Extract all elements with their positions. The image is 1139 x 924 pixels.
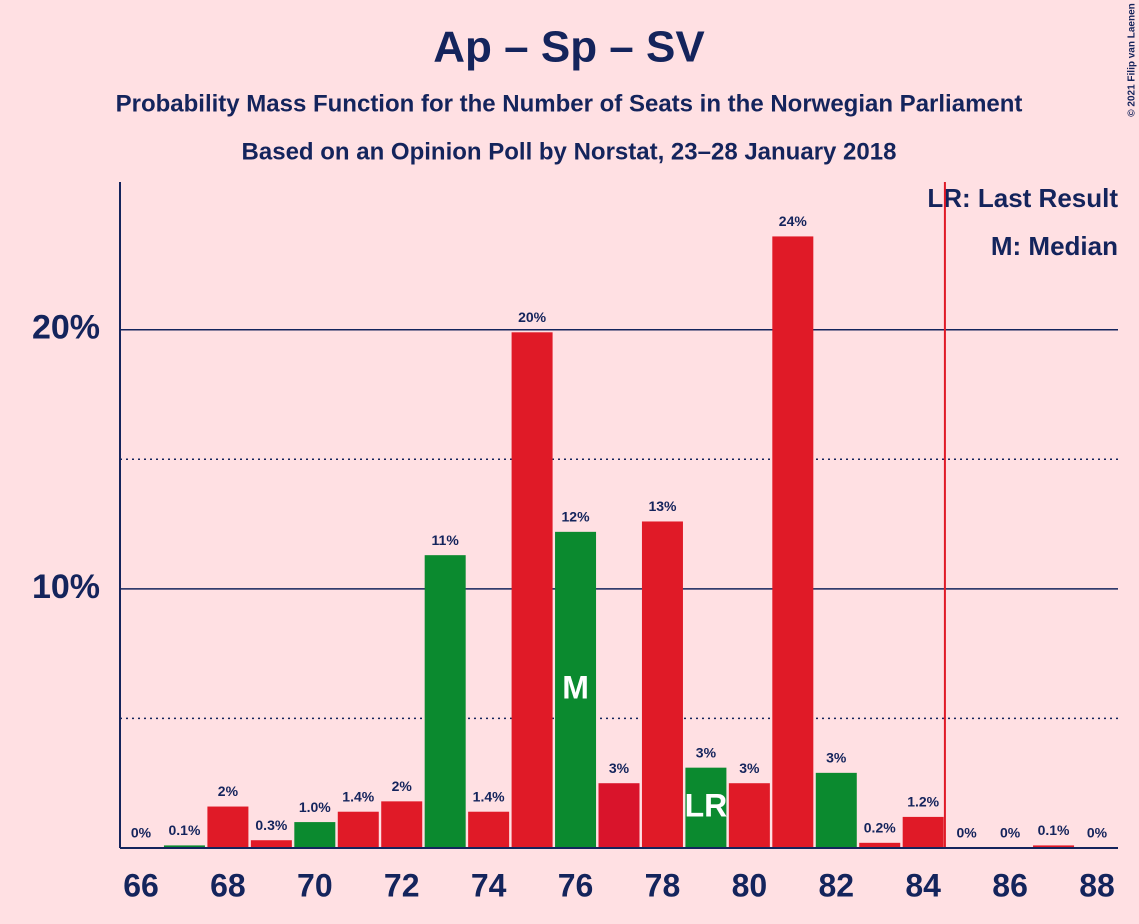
bar: [250, 840, 292, 848]
value-label: 24%: [779, 213, 808, 229]
chart-subtitle: Based on an Opinion Poll by Norstat, 23–…: [242, 138, 897, 165]
x-tick-label: 68: [210, 867, 246, 903]
bar: [815, 772, 857, 848]
value-label: 3%: [739, 760, 760, 776]
value-label: 0%: [1000, 825, 1021, 841]
x-tick-label: 66: [123, 867, 159, 903]
x-tick-label: 84: [905, 867, 941, 903]
x-tick-label: 86: [992, 867, 1028, 903]
x-tick-label: 80: [732, 867, 768, 903]
bar: [294, 822, 336, 848]
x-tick-label: 74: [471, 867, 507, 903]
chart-title: Ap – Sp – SV: [433, 23, 705, 72]
credit: © 2021 Filip van Laenen: [1127, 3, 1138, 117]
chart-subtitle: Probability Mass Function for the Number…: [116, 90, 1023, 117]
value-label: 20%: [518, 309, 547, 325]
value-label: 0.3%: [255, 817, 287, 833]
value-label: 11%: [432, 532, 460, 548]
bar: [337, 811, 379, 848]
value-label: 1.4%: [473, 788, 505, 804]
value-label: 3%: [696, 744, 717, 760]
bar: [598, 783, 640, 848]
value-label: 2%: [392, 778, 413, 794]
x-tick-label: 76: [558, 867, 594, 903]
bar: [859, 842, 901, 848]
bar: [511, 332, 553, 849]
x-tick-label: 78: [645, 867, 681, 903]
bar: [685, 767, 727, 848]
y-tick-label: 10%: [32, 568, 100, 606]
x-tick-label: 88: [1079, 867, 1115, 903]
value-label: 0%: [1087, 825, 1108, 841]
bar: [381, 801, 423, 848]
bar: [163, 845, 205, 848]
bar: [902, 816, 944, 848]
value-label: 2%: [218, 783, 239, 799]
x-tick-label: 70: [297, 867, 333, 903]
last-result-marker: LR: [685, 787, 728, 823]
legend-entry: LR: Last Result: [927, 183, 1118, 213]
value-label: 3%: [826, 750, 847, 766]
bar: [1033, 845, 1075, 848]
value-label: 3%: [609, 760, 630, 776]
y-tick-label: 20%: [32, 309, 100, 347]
bar: [424, 555, 466, 848]
bar: [641, 521, 683, 848]
bar: [468, 811, 510, 848]
value-label: 0%: [957, 825, 978, 841]
legend-entry: M: Median: [991, 231, 1118, 261]
value-label: 0%: [131, 825, 152, 841]
value-label: 1.4%: [342, 788, 374, 804]
bar: [207, 806, 249, 848]
median-marker: M: [562, 669, 589, 705]
value-label: 0.1%: [168, 822, 200, 838]
value-label: 12%: [562, 509, 591, 525]
value-label: 13%: [648, 498, 677, 514]
bar: [728, 783, 770, 848]
value-label: 0.2%: [864, 820, 896, 836]
value-label: 1.0%: [299, 799, 331, 815]
value-label: 1.2%: [907, 794, 939, 810]
value-label: 0.1%: [1038, 822, 1070, 838]
bar: [555, 531, 597, 848]
x-tick-label: 82: [818, 867, 854, 903]
bar: [772, 236, 814, 848]
x-tick-label: 72: [384, 867, 420, 903]
